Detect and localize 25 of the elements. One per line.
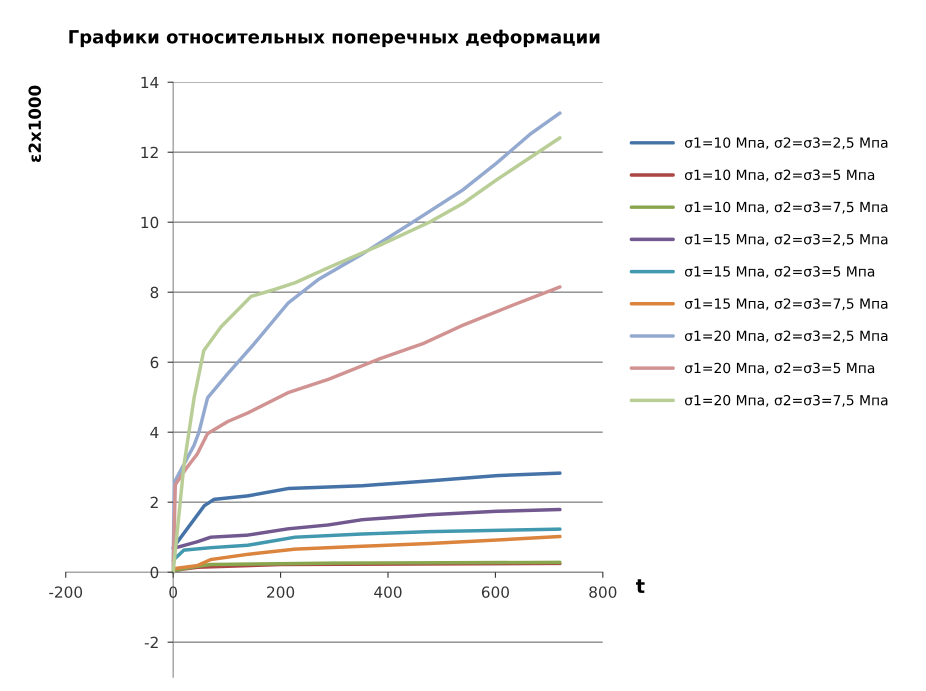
y-tick-label: 10 bbox=[142, 216, 158, 228]
y-tick-label: 4 bbox=[150, 426, 158, 438]
x-tick-label: 400 bbox=[374, 586, 402, 598]
x-tick-label: 800 bbox=[589, 586, 616, 598]
legend-label: σ1=10 Мпа, σ2=σ3=5 Мпа bbox=[684, 170, 874, 182]
legend-label: σ1=10 Мпа, σ2=σ3=7,5 Мпа bbox=[684, 202, 888, 214]
legend-label: σ1=15 Мпа, σ2=σ3=5 Мпа bbox=[684, 266, 874, 278]
y-tick-label: 2 bbox=[150, 496, 158, 508]
legend-label: σ1=15 Мпа, σ2=σ3=2,5 Мпа bbox=[684, 234, 888, 246]
y-tick-label: 14 bbox=[142, 76, 158, 88]
y-tick-label: 12 bbox=[142, 146, 158, 158]
legend-label: σ1=10 Мпа, σ2=σ3=2,5 Мпа bbox=[684, 137, 888, 150]
legend-label: σ1=20 Мпа, σ2=σ3=2,5 Мпа bbox=[684, 330, 888, 342]
x-tick-label: 600 bbox=[482, 586, 509, 598]
y-axis-title: ε2x1000 bbox=[28, 86, 42, 162]
legend-label: σ1=15 Мпа, σ2=σ3=7,5 Мпа bbox=[684, 298, 888, 310]
x-tick-label: 200 bbox=[267, 586, 294, 598]
x-axis-title: t bbox=[636, 579, 645, 593]
chart-title: Графики относительных поперечных деформации bbox=[69, 30, 600, 48]
y-tick-label: 6 bbox=[150, 356, 158, 368]
legend-label: σ1=20 Мпа, σ2=σ3=7,5 Мпа bbox=[684, 394, 888, 407]
y-tick-label: -2 bbox=[144, 636, 158, 648]
legend-label: σ1=20 Мпа, σ2=σ3=5 Мпа bbox=[684, 362, 874, 375]
y-tick-label: 8 bbox=[150, 286, 158, 298]
x-tick-label: -200 bbox=[49, 586, 82, 598]
